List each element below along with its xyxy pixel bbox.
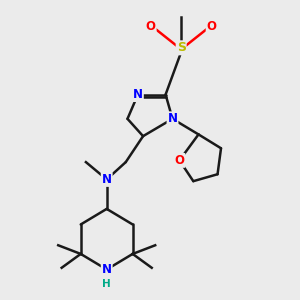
Text: N: N [133,88,143,101]
Text: N: N [102,263,112,276]
Text: O: O [146,20,156,33]
Text: H: H [102,279,111,289]
Text: O: O [207,20,217,33]
Text: N: N [102,173,112,186]
Text: O: O [174,154,184,167]
Text: S: S [177,41,186,54]
Text: N: N [167,112,178,125]
